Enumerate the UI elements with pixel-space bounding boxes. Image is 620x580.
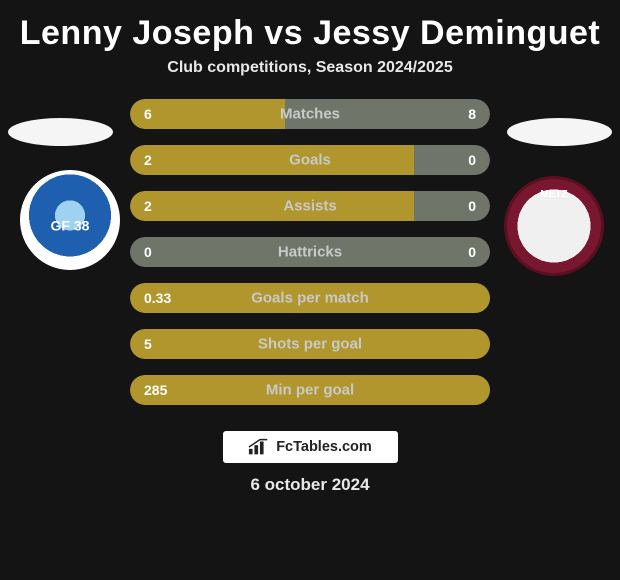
stat-value-left: 6: [144, 106, 152, 122]
chart-icon: [248, 438, 270, 456]
bar-left-fill: [130, 145, 414, 175]
brand-badge: FcTables.com: [223, 431, 398, 463]
stat-label: Hattricks: [278, 244, 342, 261]
stat-value-left: 5: [144, 336, 152, 352]
stat-row: Goals 2 0: [130, 145, 490, 175]
bar-left-fill: [130, 191, 414, 221]
stat-value-right: 0: [468, 152, 476, 168]
stat-value-right: 8: [468, 106, 476, 122]
bar-left-fill: [130, 99, 285, 129]
stat-value-right: 0: [468, 198, 476, 214]
stat-label: Assists: [283, 198, 336, 215]
stat-value-right: 0: [468, 244, 476, 260]
stat-label: Goals: [289, 152, 331, 169]
stat-label: Min per goal: [266, 382, 354, 399]
stat-label: Shots per goal: [258, 336, 362, 353]
stat-row: Matches 6 8: [130, 99, 490, 129]
bar-right-fill: [414, 191, 490, 221]
stat-row: Goals per match 0.33: [130, 283, 490, 313]
stat-value-left: 0: [144, 244, 152, 260]
stat-row: Shots per goal 5: [130, 329, 490, 359]
stat-value-left: 2: [144, 152, 152, 168]
bar-right-fill: [414, 145, 490, 175]
footer-date: 6 october 2024: [0, 475, 620, 495]
player-left-indicator: [8, 118, 113, 146]
stat-row: Hattricks 0 0: [130, 237, 490, 267]
stat-row: Min per goal 285: [130, 375, 490, 405]
stat-value-left: 285: [144, 382, 167, 398]
club-crest-right: [504, 176, 604, 276]
page-title: Lenny Joseph vs Jessy Deminguet: [0, 0, 620, 59]
stat-label: Goals per match: [251, 290, 369, 307]
player-right-indicator: [507, 118, 612, 146]
stat-value-left: 2: [144, 198, 152, 214]
stat-bars: Matches68Goals20Assists20Hattricks00Goal…: [130, 99, 490, 405]
page-subtitle: Club competitions, Season 2024/2025: [0, 59, 620, 77]
stat-value-left: 0.33: [144, 290, 171, 306]
club-crest-left: [20, 170, 120, 270]
stat-row: Assists 2 0: [130, 191, 490, 221]
brand-text: FcTables.com: [276, 439, 372, 455]
stat-label: Matches: [280, 106, 340, 123]
